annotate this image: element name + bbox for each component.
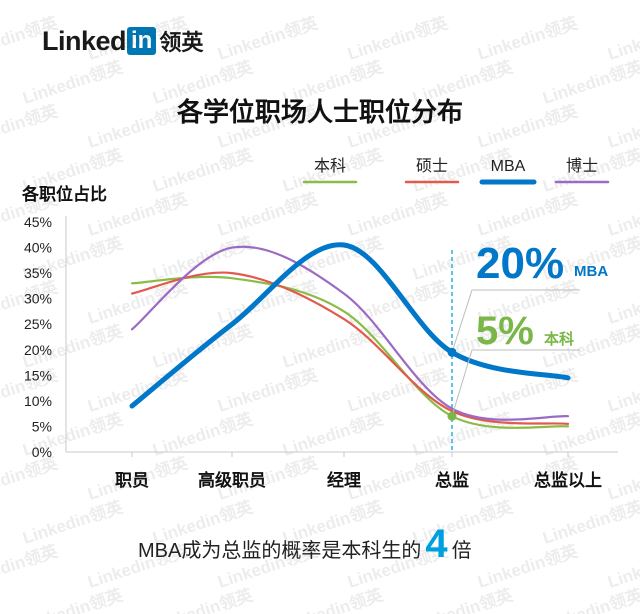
watermark-text: Linkedin领英 [215, 12, 321, 63]
watermark-text: Linkedin领英 [540, 56, 640, 107]
y-tick-label: 25% [24, 316, 52, 332]
watermark-text: Linkedin领英 [345, 100, 451, 151]
watermark-text: Linkedin领英 [215, 188, 321, 239]
watermark-text: Linkedin领英 [605, 276, 640, 327]
watermark-text: Linkedin领英 [0, 100, 61, 151]
watermark-text: Linkedin领英 [410, 56, 516, 107]
callout-value-1: 5% [476, 309, 534, 353]
watermark-text: Linkedin领英 [280, 584, 386, 614]
legend-label-3: 博士 [566, 157, 598, 175]
y-tick-label: 40% [24, 240, 52, 256]
watermark-text: Linkedin领英 [0, 540, 61, 591]
watermark-text: Linkedin领英 [85, 100, 191, 151]
watermark-text: Linkedin领英 [605, 364, 640, 415]
footnote-before: MBA成为总监的概率是本科生的 [138, 540, 422, 562]
logo-chinese: 领英 [159, 31, 204, 56]
watermark-text: Linkedin领英 [605, 100, 640, 151]
watermark-text: Linkedin领英 [605, 12, 640, 63]
callout-leader-1 [451, 349, 580, 417]
y-tick-label: 35% [24, 265, 52, 281]
watermark-text: Linkedin领英 [345, 276, 451, 327]
y-axis-label: 各职位占比 [22, 185, 107, 205]
chart-title: 各学位职场人士职位分布 [176, 98, 463, 128]
watermark-text: Linkedin领英 [605, 540, 640, 591]
watermark-text: Linkedin领英 [20, 584, 126, 614]
callout-label-1: 本科 [544, 330, 574, 348]
watermark-text: Linkedin领英 [150, 144, 256, 195]
x-tick-label: 总监 [435, 470, 469, 491]
watermark-text: Linkedin领英 [540, 496, 640, 547]
watermark-text: Linkedin领英 [215, 100, 321, 151]
footnote: MBA成为总监的概率是本科生的 4 倍 [138, 522, 472, 567]
series-line-3 [130, 245, 570, 421]
linkedin-logo: Linked in 领英 [42, 24, 203, 58]
footnote-highlight: 4 [425, 522, 448, 566]
y-tick-label: 0% [32, 444, 52, 460]
y-tick-label: 10% [24, 393, 52, 409]
watermark-text: Linkedin领英 [280, 56, 386, 107]
watermark-text: Linkedin领英 [215, 364, 321, 415]
series-line-0 [130, 275, 570, 429]
x-tick-label: 总监以上 [534, 470, 602, 491]
callout-leader-0 [451, 289, 580, 353]
watermark-text: Linkedin领英 [540, 584, 640, 614]
watermark-text: Linkedin领英 [475, 188, 581, 239]
watermark-text: Linkedin领英 [150, 56, 256, 107]
watermark-text: Linkedin领英 [345, 188, 451, 239]
watermark-text: Linkedin领英 [345, 364, 451, 415]
x-tick-label: 经理 [327, 470, 361, 491]
callout-point-1 [447, 411, 457, 421]
watermark-text: Linkedin领英 [20, 144, 126, 195]
logo-in-box: in [127, 27, 157, 55]
series-line-1 [130, 271, 570, 425]
callout-point-0 [447, 347, 457, 357]
watermark-text: Linkedin领英 [475, 100, 581, 151]
watermark-text: Linkedin领英 [605, 452, 640, 503]
legend-label-1: 硕士 [416, 157, 448, 175]
watermark-text: Linkedin领英 [410, 584, 516, 614]
watermark-text: Linkedin领英 [0, 452, 61, 503]
series-line-2 [129, 242, 571, 409]
callout-value-0: 20% [476, 239, 564, 288]
legend-label-2: MBA [491, 158, 526, 175]
watermark-text: Linkedin领英 [345, 12, 451, 63]
watermark-text: Linkedin领英 [20, 56, 126, 107]
watermark-text: Linkedin领英 [150, 584, 256, 614]
y-tick-label: 45% [24, 214, 52, 230]
watermark-text: Linkedin领英 [475, 12, 581, 63]
x-tick-label: 高级职员 [198, 470, 266, 491]
watermark-text: Linkedin领英 [605, 188, 640, 239]
y-tick-label: 30% [24, 291, 52, 307]
watermark-text: Linkedin领英 [85, 12, 191, 63]
legend-label-0: 本科 [314, 157, 346, 175]
watermark-text: Linkedin领英 [280, 320, 386, 371]
footnote-after: 倍 [451, 540, 472, 562]
x-tick-label: 职员 [115, 471, 149, 491]
y-tick-label: 20% [24, 342, 52, 358]
logo-text: Linked [42, 25, 127, 56]
y-tick-label: 15% [24, 367, 52, 383]
watermark-text: Linkedin领英 [0, 12, 61, 63]
watermark-text: Linkedin领英 [475, 540, 581, 591]
y-tick-label: 5% [32, 418, 52, 434]
watermark-text: Linkedin领英 [20, 496, 126, 547]
callout-label-0: MBA [574, 263, 608, 280]
watermark-text: Linkedin领英 [85, 188, 191, 239]
